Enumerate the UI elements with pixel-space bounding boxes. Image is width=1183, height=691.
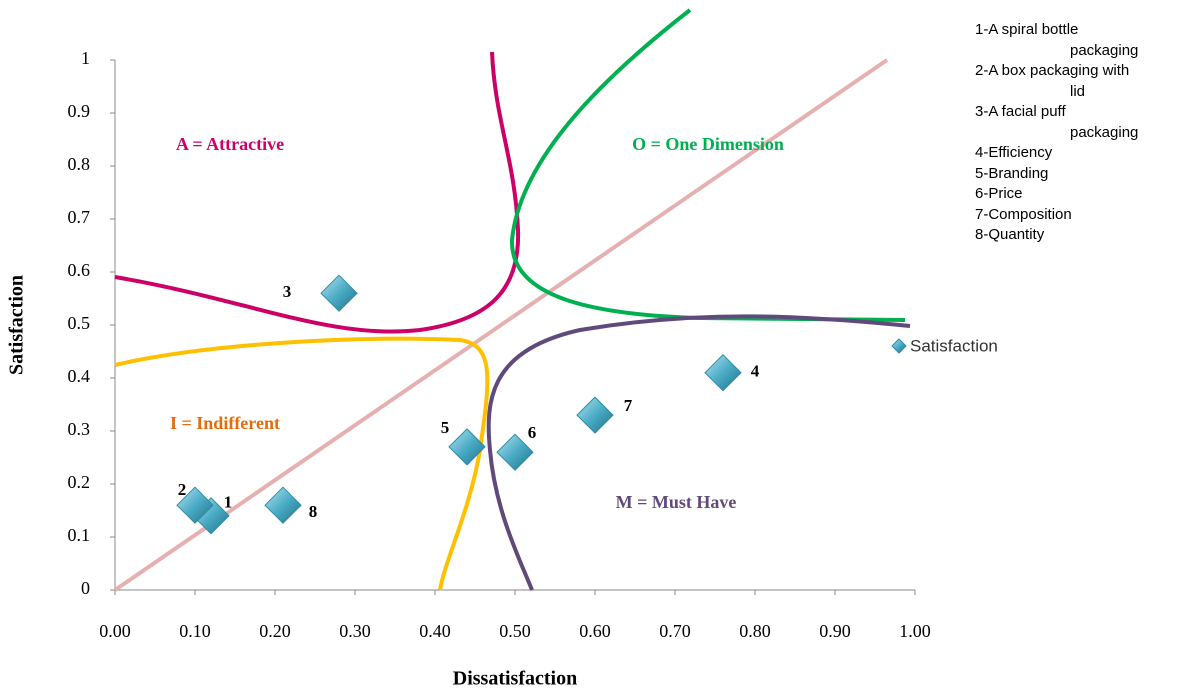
y-tick-label: 1 (81, 48, 90, 68)
point (264, 486, 302, 524)
region-label: I = Indifferent (170, 413, 280, 433)
x-tick-label: 0.30 (339, 621, 371, 641)
region-label: M = Must Have (616, 492, 737, 512)
point-label: 3 (283, 282, 292, 301)
point-label: 6 (528, 423, 537, 442)
must-have-curve (486, 314, 911, 591)
note: 1-A spiral bottle packaging (975, 21, 1139, 59)
x-axis-label: Dissatisfaction (453, 668, 577, 690)
point (496, 433, 534, 471)
point-label: 4 (751, 362, 760, 381)
note: 7-Composition (975, 205, 1072, 223)
y-tick-label: 0.3 (68, 419, 91, 439)
x-tick-label: 0.10 (179, 621, 211, 641)
legend-label: Satisfaction (910, 336, 998, 355)
note: 5-Branding (975, 164, 1049, 182)
point (576, 396, 614, 434)
x-tick-label: 0.70 (659, 621, 691, 641)
x-tick-label: 0.80 (739, 621, 771, 641)
y-axis-label: Satisfaction (6, 275, 28, 375)
y-tick-label: 0.8 (68, 154, 91, 174)
x-tick-label: 0.20 (259, 621, 291, 641)
notes: 1-A spiral bottle packaging 2-A box packa… (975, 20, 1139, 246)
x-tick-label: 0.60 (579, 621, 611, 641)
x-tick-label: 0.50 (499, 621, 531, 641)
note: 2-A box packaging with lid (975, 62, 1130, 100)
point (320, 274, 358, 312)
y-tick-label: 0.6 (68, 260, 91, 280)
point-label: 8 (309, 502, 318, 521)
note: 3-A facial puff packaging (975, 103, 1139, 141)
x-tick-label: 0.00 (99, 621, 131, 641)
legend-marker (891, 338, 907, 354)
point-label: 5 (441, 418, 450, 437)
note: 4-Efficiency (975, 144, 1053, 161)
note: 8-Quantity (975, 226, 1045, 243)
diagonal (113, 58, 889, 592)
point (448, 428, 486, 466)
point (176, 486, 214, 524)
indifferent-curve (114, 336, 490, 591)
x-tick-label: 0.90 (819, 621, 851, 641)
y-tick-label: 0.4 (68, 366, 91, 386)
region-label: O = One Dimension (632, 134, 784, 154)
attractive-curve (114, 51, 521, 334)
y-tick-label: 0 (81, 578, 90, 598)
point-label: 1 (224, 493, 233, 512)
y-tick-label: 0.9 (68, 101, 91, 121)
point (704, 353, 742, 392)
x-tick-label: 1.00 (899, 621, 931, 641)
y-tick-label: 0.1 (68, 525, 91, 545)
y-tick-label: 0.5 (68, 313, 91, 333)
y-tick-label: 0.7 (68, 207, 91, 227)
region-label: A = Attractive (176, 134, 284, 154)
point-label: 2 (178, 480, 187, 499)
y-tick-label: 0.2 (68, 472, 91, 492)
x-tick-label: 0.40 (419, 621, 451, 641)
note: 6-Price (975, 185, 1023, 202)
point-label: 7 (624, 396, 633, 415)
one-dimension-curve (509, 8, 906, 322)
